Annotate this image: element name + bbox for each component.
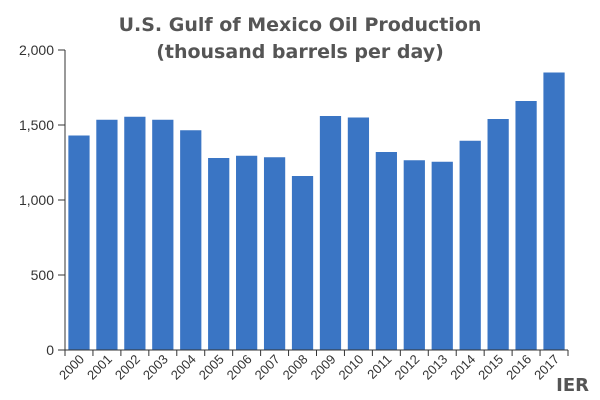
x-tick-label: 2001 bbox=[84, 352, 115, 383]
chart-subtitle: (thousand barrels per day) bbox=[156, 41, 444, 63]
x-tick-label: 2009 bbox=[308, 352, 339, 383]
x-axis-ticks: 2000200120022003200420052006200720082009… bbox=[56, 350, 569, 383]
bar-2000 bbox=[68, 135, 90, 350]
x-tick-label: 2003 bbox=[140, 352, 171, 383]
y-tick-label: 2,000 bbox=[19, 42, 54, 58]
x-tick-label: 2000 bbox=[56, 352, 87, 383]
x-tick-label: 2008 bbox=[280, 352, 311, 383]
x-tick-label: 2012 bbox=[391, 352, 422, 383]
y-tick-label: 0 bbox=[46, 342, 54, 358]
bar-2016 bbox=[515, 101, 537, 350]
bar-2010 bbox=[347, 117, 370, 350]
x-tick-label: 2002 bbox=[112, 352, 143, 383]
x-tick-label: 2011 bbox=[364, 352, 394, 382]
y-tick-label: 500 bbox=[31, 267, 55, 283]
bar-2015 bbox=[487, 119, 509, 350]
bar-2008 bbox=[291, 176, 314, 350]
bar-2012 bbox=[403, 160, 425, 350]
bar-2007 bbox=[263, 157, 286, 350]
y-tick-label: 1,000 bbox=[19, 192, 54, 208]
bar-2004 bbox=[180, 130, 202, 350]
x-tick-label: 2014 bbox=[447, 352, 478, 383]
bar-2003 bbox=[152, 119, 174, 350]
x-tick-label: 2007 bbox=[252, 352, 283, 383]
chart-title: U.S. Gulf of Mexico Oil Production bbox=[119, 14, 482, 36]
y-axis-ticks: 0 500 1,000 1,500 2,000 bbox=[19, 42, 65, 358]
x-tick-label: 2005 bbox=[196, 352, 227, 383]
bar-2017 bbox=[543, 72, 565, 350]
y-tick-label: 1,500 bbox=[19, 117, 54, 133]
bar-2002 bbox=[124, 116, 146, 350]
bar-2014 bbox=[459, 140, 481, 350]
bar-2001 bbox=[96, 119, 118, 350]
brand-logo: IER bbox=[556, 375, 589, 396]
bar-2006 bbox=[236, 155, 258, 350]
x-tick-label: 2006 bbox=[224, 352, 255, 383]
bar-2005 bbox=[208, 158, 230, 350]
bar-2009 bbox=[319, 116, 342, 350]
bars bbox=[68, 72, 565, 350]
bar-2011 bbox=[375, 152, 397, 350]
x-tick-label: 2004 bbox=[168, 352, 199, 383]
bar-2013 bbox=[431, 161, 453, 350]
x-tick-label: 2010 bbox=[335, 352, 366, 383]
x-tick-label: 2016 bbox=[503, 352, 534, 383]
x-tick-label: 2015 bbox=[475, 352, 506, 383]
x-tick-label: 2013 bbox=[419, 352, 450, 383]
